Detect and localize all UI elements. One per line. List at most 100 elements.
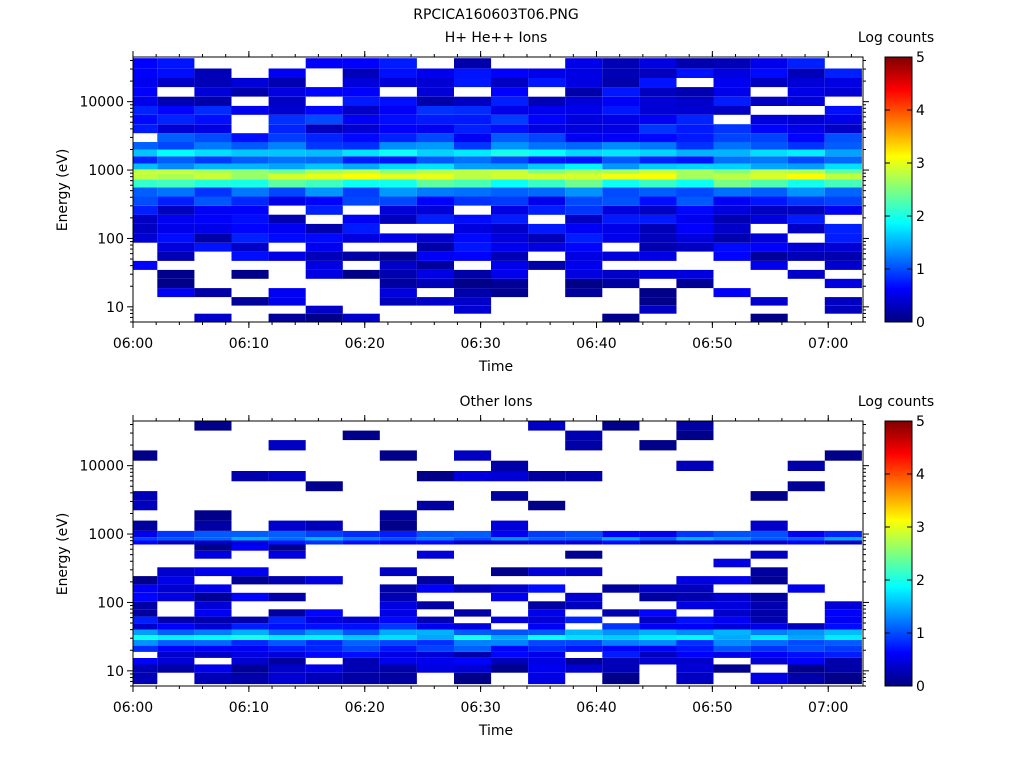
heatmap-cell	[713, 592, 751, 602]
y-axis-label: Energy (eV)	[55, 149, 71, 232]
heatmap-cell	[824, 623, 862, 630]
heatmap-cell	[750, 149, 788, 157]
heatmap-cell	[194, 105, 232, 115]
heatmap-cell	[602, 623, 640, 630]
heatmap-cell	[676, 658, 714, 665]
heatmap-cell	[565, 430, 603, 441]
heatmap-cell	[602, 173, 640, 180]
heatmap-cell	[416, 651, 454, 658]
heatmap-cell	[194, 609, 232, 617]
heatmap-cell	[133, 664, 158, 673]
colorbar-tick-label: 5	[916, 50, 925, 66]
heatmap-cell	[787, 205, 825, 215]
heatmap-cell	[750, 635, 788, 640]
colorbar-tick-label: 5	[916, 414, 925, 430]
heatmap-cell	[133, 450, 158, 461]
heatmap-cell	[342, 269, 380, 279]
heatmap-cell	[565, 163, 603, 170]
heatmap-cell	[305, 576, 343, 585]
heatmap-cell	[342, 133, 380, 143]
heatmap-cell	[231, 133, 269, 143]
x-tick-label: 06:20	[345, 336, 385, 352]
heatmap-cell	[133, 179, 158, 188]
y-tick-label: 10	[106, 300, 124, 316]
heatmap-cell	[602, 540, 640, 545]
x-tick-label: 07:00	[808, 336, 848, 352]
heatmap-cell	[268, 105, 306, 115]
heatmap-cell	[305, 87, 343, 97]
heatmap-cell	[157, 114, 195, 125]
heatmap-cell	[454, 77, 492, 88]
colorbar-tick-label: 0	[916, 315, 925, 331]
heatmap-cell	[491, 214, 529, 224]
heatmap-cell	[565, 251, 603, 261]
heatmap-cell	[676, 639, 714, 646]
heatmap-cell	[824, 233, 862, 243]
colorbar-tick-label: 2	[916, 573, 925, 589]
x-tick-label: 06:50	[692, 336, 732, 352]
heatmap-cell	[602, 651, 640, 658]
heatmap-cell	[268, 672, 306, 685]
heatmap-cell	[528, 187, 566, 197]
heatmap-cell	[268, 440, 306, 451]
heatmap-cell	[713, 96, 751, 106]
heatmap-cell	[750, 297, 788, 306]
heatmap-cell	[787, 124, 825, 134]
heatmap-cell	[133, 500, 158, 511]
heatmap-cell	[528, 609, 566, 617]
heatmap-cell	[157, 223, 195, 234]
panel-title: Other Ions	[459, 394, 532, 410]
heatmap-cell	[454, 651, 492, 658]
heatmap-cell	[602, 223, 640, 234]
heatmap-cell	[194, 114, 232, 125]
heatmap-cell	[157, 645, 195, 652]
heatmap-cell	[639, 609, 677, 617]
heatmap-cell	[676, 242, 714, 252]
y-tick-label: 100	[97, 231, 124, 247]
heatmap-cell	[342, 196, 380, 206]
x-tick-label: 06:10	[229, 700, 269, 716]
heatmap-cell	[824, 156, 862, 164]
colorbar-tick-label: 0	[916, 679, 925, 695]
heatmap-cell	[750, 68, 788, 78]
x-tick-label: 06:10	[229, 336, 269, 352]
heatmap-cell	[416, 601, 454, 610]
heatmap-cell	[342, 658, 380, 665]
heatmap-cell	[824, 114, 862, 125]
heatmap-cell	[157, 142, 195, 150]
heatmap-cell	[528, 672, 566, 685]
heatmap-cell	[379, 163, 417, 170]
heatmap-cell	[491, 179, 529, 188]
heatmap-cell	[750, 645, 788, 652]
heatmap-cell	[305, 540, 343, 545]
heatmap-cell	[231, 214, 269, 224]
heatmap-cell	[342, 672, 380, 685]
heatmap-cell	[491, 567, 529, 577]
heatmap-cell	[713, 149, 751, 157]
heatmap-cell	[676, 105, 714, 115]
heatmap-cell	[750, 242, 788, 252]
heatmap-cell	[713, 77, 751, 88]
heatmap-cell	[787, 269, 825, 279]
heatmap-cell	[713, 205, 751, 215]
heatmap-cell	[342, 430, 380, 441]
heatmap-cell	[713, 609, 751, 617]
heatmap-cell	[268, 163, 306, 170]
heatmap-cell	[379, 450, 417, 461]
heatmap-cell	[602, 149, 640, 157]
heatmap-cell	[231, 651, 269, 658]
heatmap-cell	[194, 169, 232, 174]
heatmap-cell	[268, 540, 306, 545]
heatmap-cell	[602, 124, 640, 134]
heatmap-cell	[379, 124, 417, 134]
heatmap-cell	[639, 196, 677, 206]
heatmap-cell	[491, 260, 529, 270]
heatmap-cell	[379, 297, 417, 306]
heatmap-cell	[528, 124, 566, 134]
heatmap-cell	[157, 214, 195, 224]
heatmap-cell	[416, 133, 454, 143]
heatmap-cell	[133, 616, 158, 624]
heatmap-cell	[231, 179, 269, 188]
y-tick-label: 1000	[88, 527, 124, 543]
